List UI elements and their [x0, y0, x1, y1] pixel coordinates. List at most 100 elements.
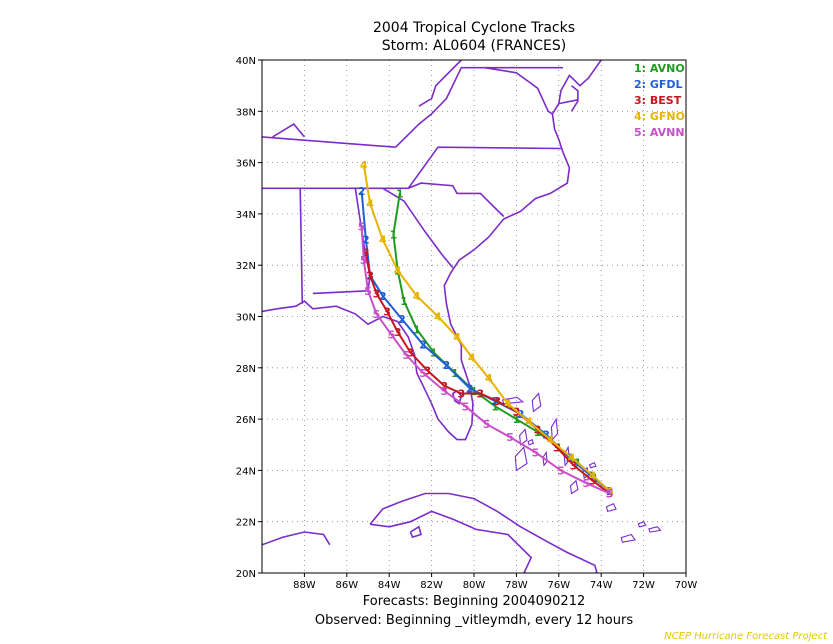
- island-outline: [569, 479, 579, 495]
- track-marker-avno: 1: [534, 426, 542, 439]
- track-marker-gfdl: 2: [466, 382, 474, 395]
- track-marker-gfdl: 2: [362, 234, 370, 247]
- coastline-segment: [262, 60, 602, 441]
- track-marker-gfno: 4: [413, 290, 421, 303]
- track-marker-gfno: 4: [453, 331, 461, 344]
- track-marker-gfdl: 2: [587, 470, 595, 483]
- island-outline: [637, 521, 647, 528]
- track-marker-gfno: 4: [525, 416, 533, 429]
- track-marker-best: 3: [394, 326, 402, 339]
- track-marker-gfno: 4: [366, 198, 374, 211]
- track-marker-gfno: 4: [379, 234, 387, 247]
- coastline-segment: [299, 188, 304, 304]
- track-marker-avno: 1: [491, 400, 499, 413]
- lon-tick-label: 72W: [632, 580, 655, 591]
- track-marker-avnn: 5: [419, 367, 427, 380]
- lon-tick-label: 70W: [675, 580, 698, 591]
- track-marker-best: 3: [457, 387, 465, 400]
- lon-tick-label: 86W: [335, 580, 358, 591]
- island-outline: [519, 428, 528, 446]
- coastline-segment: [272, 123, 306, 138]
- track-marker-avno: 1: [400, 295, 408, 308]
- track-marker-best: 3: [383, 305, 391, 318]
- track-marker-gfno: 4: [434, 311, 442, 324]
- coastline-segment: [407, 182, 505, 218]
- track-marker-gfdl: 2: [491, 395, 499, 408]
- track-marker-avnn: 5: [387, 328, 395, 341]
- track-marker-gfdl: 2: [398, 313, 406, 326]
- lon-tick-label: 78W: [505, 580, 528, 591]
- island-outline: [550, 417, 559, 441]
- island-outline: [527, 438, 535, 446]
- track-line-gfno: [362, 165, 611, 492]
- legend-item-gfdl: 2: GFDL: [634, 78, 683, 91]
- track-line-best: [364, 252, 611, 495]
- coastline-segment: [484, 66, 553, 115]
- track-marker-best: 3: [440, 380, 448, 393]
- track-marker-gfno: 4: [606, 485, 614, 498]
- lat-tick-label: 40N: [236, 56, 256, 67]
- observed-label: Observed: Beginning _vitleymdh, every 12…: [314, 613, 634, 628]
- island-outline: [531, 392, 542, 413]
- track-marker-best: 3: [407, 346, 415, 359]
- track-marker-avno: 1: [413, 323, 421, 336]
- track-marker-avnn: 5: [364, 285, 372, 298]
- island-outline: [605, 502, 617, 513]
- coastline-segment: [369, 492, 598, 573]
- track-marker-avnn: 5: [462, 400, 470, 413]
- forecast-start-label: Forecasts: Beginning 2004090212: [362, 594, 586, 609]
- track-marker-gfdl: 2: [379, 290, 387, 303]
- island-outline: [563, 445, 570, 467]
- coastline-segment: [395, 66, 563, 148]
- track-marker-avnn: 5: [483, 418, 491, 431]
- track-marker-avnn: 5: [360, 254, 368, 267]
- track-marker-best: 3: [373, 287, 381, 300]
- lon-tick-label: 88W: [293, 580, 316, 591]
- track-marker-gfno: 4: [546, 434, 554, 447]
- lat-tick-label: 24N: [236, 466, 256, 477]
- track-marker-best: 3: [362, 246, 370, 259]
- lon-tick-label: 82W: [420, 580, 443, 591]
- lon-tick-label: 76W: [547, 580, 570, 591]
- track-marker-gfno: 4: [468, 352, 476, 365]
- lat-tick-label: 20N: [236, 569, 256, 580]
- island-outline: [501, 396, 525, 405]
- track-marker-gfno: 4: [485, 372, 493, 385]
- coastline-segment: [262, 146, 561, 190]
- track-marker-avnn: 5: [402, 349, 410, 362]
- track-marker-best: 3: [606, 487, 614, 500]
- track-marker-avnn: 5: [440, 385, 448, 398]
- lon-tick-label: 74W: [590, 580, 613, 591]
- track-marker-avnn: 5: [606, 487, 614, 500]
- track-marker-best: 3: [493, 395, 501, 408]
- track-marker-avno: 1: [396, 187, 404, 200]
- track-marker-avnn: 5: [557, 464, 565, 477]
- track-marker-gfno: 4: [568, 452, 576, 465]
- track-marker-avnn: 5: [358, 221, 366, 234]
- lat-tick-label: 28N: [236, 364, 256, 375]
- track-marker-avnn: 5: [506, 431, 514, 444]
- legend: 1: AVNO 2: GFDL 3: BEST 4: GFNO 5: AVNN: [634, 62, 685, 139]
- track-marker-gfno: 4: [360, 159, 368, 172]
- lat-tick-label: 34N: [236, 210, 256, 221]
- track-marker-best: 3: [589, 475, 597, 488]
- track-marker-gfdl: 2: [606, 485, 614, 498]
- legend-item-avnn: 5: AVNN: [634, 126, 685, 139]
- lat-tick-label: 38N: [236, 107, 256, 118]
- island-outline: [620, 533, 637, 543]
- track-line-gfdl: [360, 190, 611, 492]
- track-marker-avno: 1: [513, 413, 521, 426]
- track-marker-gfno: 4: [394, 264, 402, 277]
- lat-tick-label: 32N: [236, 261, 256, 272]
- track-marker-avno: 1: [606, 485, 614, 498]
- credit-label: NCEP Hurricane Forecast Project: [664, 631, 827, 642]
- track-marker-best: 3: [424, 364, 432, 377]
- track-marker-avnn: 5: [583, 477, 591, 490]
- coastline-segment: [262, 531, 331, 546]
- lat-tick-label: 22N: [236, 518, 256, 529]
- grid-lines: [262, 60, 686, 573]
- forecast-tracks: 1111111111111112222222222222233333333333…: [358, 159, 614, 500]
